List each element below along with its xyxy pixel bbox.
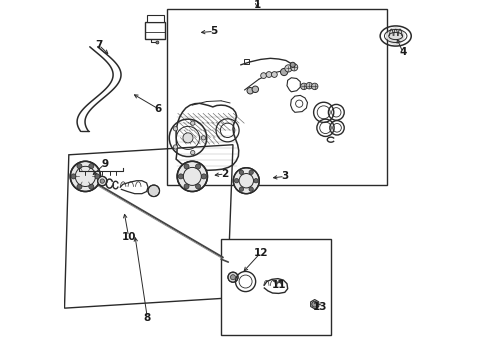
Circle shape bbox=[183, 184, 189, 189]
Text: 12: 12 bbox=[253, 248, 267, 258]
Text: 10: 10 bbox=[121, 231, 136, 242]
Text: 13: 13 bbox=[312, 302, 326, 312]
Circle shape bbox=[77, 163, 82, 168]
Circle shape bbox=[77, 184, 82, 189]
Text: 1: 1 bbox=[253, 0, 260, 10]
Circle shape bbox=[233, 168, 259, 194]
Circle shape bbox=[246, 87, 253, 94]
Circle shape bbox=[300, 83, 306, 90]
Text: 3: 3 bbox=[281, 171, 288, 181]
Circle shape bbox=[173, 127, 177, 131]
Circle shape bbox=[234, 179, 238, 183]
Circle shape bbox=[89, 184, 94, 189]
Circle shape bbox=[280, 68, 287, 76]
Circle shape bbox=[290, 64, 297, 71]
Circle shape bbox=[201, 174, 206, 179]
Text: 4: 4 bbox=[398, 47, 406, 57]
Polygon shape bbox=[310, 300, 318, 309]
Circle shape bbox=[311, 301, 317, 307]
Circle shape bbox=[271, 72, 277, 77]
Circle shape bbox=[195, 184, 200, 189]
Circle shape bbox=[98, 176, 107, 186]
Circle shape bbox=[201, 136, 205, 140]
Bar bbox=[221, 239, 330, 335]
Circle shape bbox=[183, 133, 193, 143]
Bar bbox=[146, 15, 164, 22]
Circle shape bbox=[178, 174, 183, 179]
Circle shape bbox=[183, 164, 189, 169]
Circle shape bbox=[248, 170, 253, 175]
Circle shape bbox=[284, 65, 291, 72]
Circle shape bbox=[253, 179, 258, 183]
Bar bbox=[145, 22, 165, 39]
Text: 6: 6 bbox=[154, 104, 162, 114]
Text: 2: 2 bbox=[221, 169, 228, 179]
Circle shape bbox=[148, 185, 159, 197]
Circle shape bbox=[311, 83, 317, 90]
Circle shape bbox=[239, 170, 243, 175]
Circle shape bbox=[195, 164, 200, 169]
Circle shape bbox=[156, 41, 159, 44]
Circle shape bbox=[305, 82, 312, 89]
Circle shape bbox=[173, 145, 177, 149]
Text: 11: 11 bbox=[271, 280, 286, 291]
Circle shape bbox=[95, 174, 100, 179]
Bar bbox=[167, 9, 386, 185]
Circle shape bbox=[89, 163, 94, 168]
Circle shape bbox=[190, 121, 195, 125]
Circle shape bbox=[386, 27, 404, 45]
Circle shape bbox=[230, 275, 235, 280]
Text: 8: 8 bbox=[143, 312, 151, 323]
Circle shape bbox=[177, 161, 207, 192]
Circle shape bbox=[71, 174, 76, 179]
Text: 7: 7 bbox=[95, 40, 102, 50]
Circle shape bbox=[70, 161, 101, 192]
Circle shape bbox=[251, 86, 258, 93]
Circle shape bbox=[227, 272, 238, 282]
Circle shape bbox=[190, 150, 195, 155]
Circle shape bbox=[100, 179, 104, 183]
Circle shape bbox=[265, 72, 271, 77]
Text: 9: 9 bbox=[101, 159, 108, 169]
Circle shape bbox=[239, 187, 243, 191]
Circle shape bbox=[248, 187, 253, 191]
Circle shape bbox=[260, 73, 266, 78]
Text: 5: 5 bbox=[210, 26, 217, 36]
Circle shape bbox=[289, 62, 295, 67]
